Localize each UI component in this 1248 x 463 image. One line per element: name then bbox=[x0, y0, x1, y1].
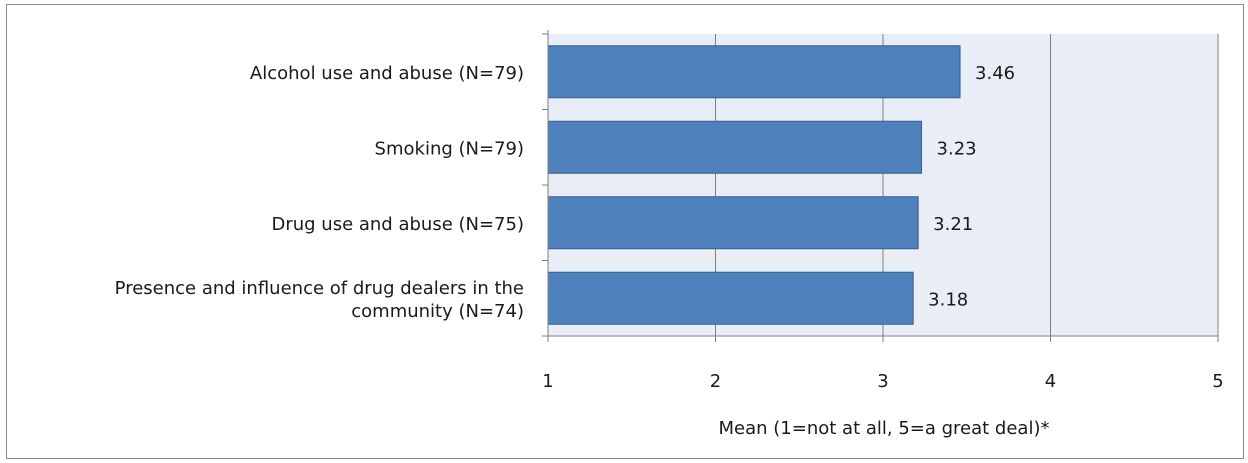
x-tick-label: 5 bbox=[1212, 371, 1223, 392]
value-label: 3.46 bbox=[975, 63, 1015, 84]
category-labels: Alcohol use and abuse (N=79) Smoking (N=7… bbox=[115, 63, 524, 322]
x-tick-label: 2 bbox=[710, 371, 721, 392]
x-axis-title: Mean (1=not at all, 5=a great deal)* bbox=[719, 418, 1050, 439]
category-label: Drug use and abuse (N=75) bbox=[271, 214, 524, 235]
category-label: Alcohol use and abuse (N=79) bbox=[250, 63, 524, 84]
category-label: Presence and influence of drug dealers i… bbox=[115, 278, 524, 322]
value-label: 3.23 bbox=[937, 138, 977, 159]
x-tick-label: 1 bbox=[542, 371, 553, 392]
bars bbox=[547, 45, 961, 325]
value-label: 3.18 bbox=[928, 289, 968, 310]
bar bbox=[547, 271, 914, 325]
bar bbox=[547, 196, 919, 250]
axes bbox=[542, 30, 1219, 342]
x-tick-labels: 1 2 3 4 5 bbox=[542, 371, 1223, 392]
value-labels: 3.46 3.23 3.21 3.18 bbox=[928, 63, 1015, 311]
bar bbox=[547, 120, 923, 174]
value-label: 3.21 bbox=[933, 214, 973, 235]
x-tick-label: 3 bbox=[877, 371, 888, 392]
category-label: Smoking (N=79) bbox=[375, 138, 524, 159]
bar bbox=[547, 45, 961, 99]
x-tick-label: 4 bbox=[1045, 371, 1056, 392]
